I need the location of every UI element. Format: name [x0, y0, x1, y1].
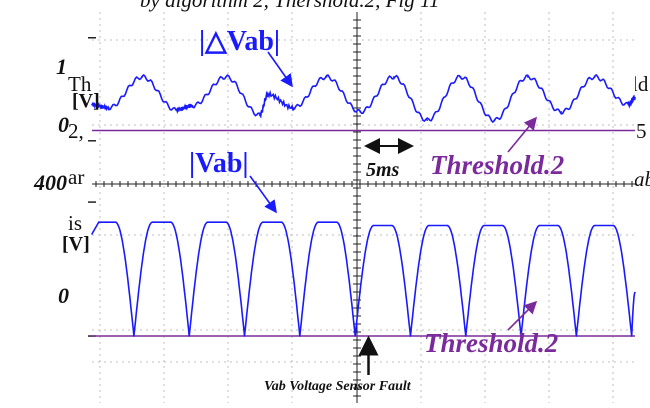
delta-vab-label: |△Vab| — [199, 26, 280, 57]
data-point-1-26 — [557, 224, 559, 227]
time-division-label: 5ms — [366, 159, 400, 181]
bg-text-3-left: ar — [68, 165, 84, 189]
data-point-1-25 — [538, 224, 541, 227]
top-threshold-label: Threshold.2 — [430, 150, 564, 180]
scope-grid — [92, 12, 635, 403]
data-point-1-29 — [612, 224, 614, 227]
data-point-0-13 — [459, 76, 462, 78]
data-point-0-6 — [258, 114, 261, 116]
vab-label: |Vab| — [189, 148, 249, 179]
data-point-0-12 — [426, 119, 429, 121]
bg-text-2-right: 5 — [636, 119, 647, 143]
data-point-0-5 — [225, 76, 227, 78]
bottom-threshold-arrow — [507, 300, 538, 331]
data-point-1-30 — [630, 335, 633, 337]
data-point-0-9 — [325, 76, 328, 78]
data-point-0-17 — [594, 76, 596, 78]
bg-text-2-left: 2, — [68, 119, 84, 143]
data-point-1-31 — [634, 291, 636, 294]
series-line-0-0 — [91, 73, 636, 124]
bottom-ylabel: [V] — [62, 233, 90, 255]
data-point-0-14 — [493, 119, 496, 121]
bottom-threshold-label: Threshold.2 — [424, 328, 558, 358]
data-point-0-15 — [526, 76, 529, 78]
data-point-1-20 — [446, 224, 449, 227]
top-ytick-1: 1 — [56, 54, 67, 79]
data-point-1-2 — [114, 221, 117, 223]
top-ytick-0: 0 — [58, 112, 69, 137]
data-point-1-3 — [133, 335, 135, 337]
data-point-1-13 — [317, 221, 320, 223]
data-point-0-16 — [560, 111, 563, 113]
data-point-0-4 — [191, 105, 194, 107]
data-point-1-7 — [206, 221, 209, 223]
data-point-1-18 — [409, 335, 412, 337]
data-point-1-28 — [594, 224, 596, 227]
data-point-1-10 — [262, 221, 264, 223]
top-threshold-arrow — [507, 116, 538, 153]
data-point-1-4 — [151, 221, 154, 223]
bottom-ytick-400: 400 — [33, 170, 67, 195]
data-point-0-0 — [91, 103, 93, 106]
data-point-0-8 — [292, 107, 294, 109]
data-point-1-1 — [97, 221, 100, 223]
data-point-1-19 — [428, 224, 430, 227]
data-point-1-16 — [372, 224, 375, 227]
data-point-1-22 — [483, 224, 486, 227]
data-point-0-2 — [141, 76, 144, 78]
data-point-0-19 — [634, 96, 636, 99]
data-point-1-11 — [280, 221, 283, 223]
data-point-0-7 — [267, 93, 269, 96]
data-point-1-23 — [501, 224, 504, 227]
top-clipped-text: by algorithm 2, Thershold.2, Fig 11 — [140, 0, 439, 12]
bottom-ytick-0: 0 — [58, 283, 69, 308]
data-point-1-6 — [188, 335, 190, 337]
bg-text-1-left: Th — [68, 72, 92, 96]
delta-vab-arrow — [267, 51, 293, 88]
data-point-0-1 — [108, 107, 110, 109]
bg-text-3-right: ab — [634, 167, 650, 191]
vab-arrow — [249, 175, 277, 214]
fault-label: Vab Voltage Sensor Fault — [264, 379, 412, 394]
data-point-0-18 — [627, 103, 630, 106]
data-point-1-12 — [299, 335, 301, 337]
series-line-1-0 — [91, 221, 636, 337]
data-point-1-24 — [520, 335, 522, 337]
data-point-1-15 — [354, 335, 357, 337]
data-point-0-11 — [392, 76, 395, 78]
data-point-1-27 — [575, 335, 578, 337]
data-point-1-0 — [91, 233, 93, 235]
top-ylabel: [V] — [72, 90, 100, 112]
data-point-1-5 — [169, 221, 172, 223]
data-point-1-9 — [243, 335, 246, 337]
data-point-0-3 — [175, 109, 177, 111]
data-point-0-10 — [359, 111, 362, 113]
data-point-1-21 — [465, 335, 467, 337]
data-point-1-14 — [335, 221, 338, 223]
data-point-1-17 — [391, 224, 393, 227]
data-point-1-8 — [225, 221, 227, 223]
bg-text-4-left: is — [68, 211, 82, 235]
upper-trace-panel — [88, 37, 636, 142]
bg-text-1-right: ld — [632, 72, 649, 96]
